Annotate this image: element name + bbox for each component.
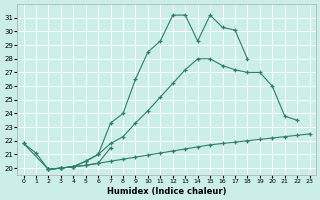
X-axis label: Humidex (Indice chaleur): Humidex (Indice chaleur) [107,187,226,196]
